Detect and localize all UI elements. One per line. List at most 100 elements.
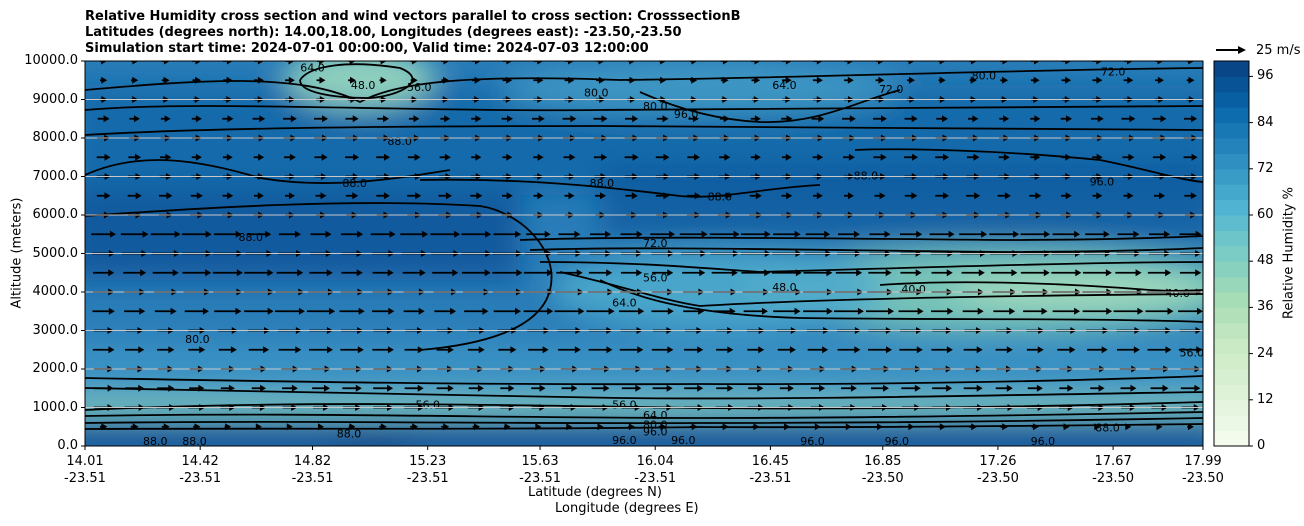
colorbar-tick-label: 36 bbox=[1257, 299, 1274, 315]
colorbar-segment bbox=[1214, 168, 1249, 185]
wind-vector bbox=[1145, 307, 1174, 315]
wind-vector bbox=[461, 269, 491, 277]
wind-vector bbox=[596, 61, 605, 65]
colorbar-segment bbox=[1214, 399, 1249, 416]
wind-vector bbox=[471, 115, 482, 123]
contour-label: 88.0 bbox=[590, 177, 615, 190]
wind-vector bbox=[781, 61, 792, 65]
wind-vector bbox=[1147, 346, 1172, 354]
wind-vector bbox=[999, 115, 1010, 123]
wind-vector bbox=[624, 153, 639, 161]
wind-vector bbox=[625, 192, 638, 200]
x-ticks bbox=[84, 446, 1204, 450]
contour-line bbox=[85, 375, 1203, 386]
colorbar-segment bbox=[1214, 245, 1249, 262]
wind-vector bbox=[348, 76, 357, 84]
colorbar-segment bbox=[1214, 322, 1249, 339]
wind-vector bbox=[278, 346, 302, 354]
y-tick-label: 0.0 bbox=[57, 438, 78, 453]
wind-vector bbox=[811, 115, 825, 123]
wind-vector bbox=[843, 153, 855, 161]
wind-vector bbox=[1061, 192, 1072, 200]
field-upper-dry bbox=[285, 61, 435, 108]
wind-vector bbox=[741, 269, 771, 277]
field-near-surface-dry bbox=[85, 395, 1203, 417]
wind-vector bbox=[523, 269, 553, 277]
wind-vector bbox=[255, 423, 262, 431]
wind-vector bbox=[372, 346, 394, 354]
wind-vector bbox=[684, 346, 704, 354]
wind-vector bbox=[310, 230, 332, 238]
wind-vector bbox=[276, 269, 304, 277]
wind-vector bbox=[193, 423, 201, 431]
contour-label: 72.0 bbox=[643, 237, 668, 250]
colorbar bbox=[1214, 61, 1249, 447]
wind-vector bbox=[407, 153, 421, 161]
wind-vector bbox=[1000, 423, 1009, 431]
wind-vector bbox=[1052, 307, 1081, 315]
wind-vector bbox=[998, 153, 1010, 161]
wind-vector bbox=[1152, 115, 1167, 123]
wind-vector bbox=[961, 269, 985, 277]
wind-vector bbox=[124, 307, 146, 315]
wind-vector bbox=[345, 153, 360, 161]
wind-vector bbox=[558, 346, 581, 354]
contour-line bbox=[85, 387, 1203, 400]
wind-vector bbox=[749, 192, 762, 200]
wind-vector bbox=[588, 346, 613, 354]
wind-vector bbox=[969, 61, 977, 65]
colorbar-ticks bbox=[1249, 75, 1253, 447]
wind-vector bbox=[679, 230, 708, 238]
wind-vector bbox=[619, 307, 645, 315]
wind-vector bbox=[1186, 61, 1195, 65]
wind-vector bbox=[96, 192, 111, 200]
wind-vector bbox=[500, 384, 515, 392]
wind-vector bbox=[1117, 230, 1140, 238]
x-axis-label-latitude: Latitude (degrees N) bbox=[528, 485, 662, 500]
wind-vector bbox=[812, 76, 823, 84]
wind-vector bbox=[1082, 269, 1112, 277]
contour-label: 56.0 bbox=[407, 81, 432, 94]
contour-line bbox=[559, 271, 1203, 307]
wind-vector bbox=[1120, 384, 1137, 392]
wind-vector bbox=[93, 384, 114, 392]
wind-vector bbox=[436, 384, 454, 392]
wind-vector bbox=[224, 423, 232, 431]
y-tick-label: 1000.0 bbox=[32, 399, 79, 415]
contour-label: 88.0 bbox=[342, 177, 367, 190]
wind-vector bbox=[689, 423, 698, 431]
wind-vector bbox=[528, 346, 549, 354]
wind-vector bbox=[1082, 307, 1113, 315]
contour-line bbox=[639, 89, 901, 123]
contour-label: 88.0 bbox=[238, 231, 263, 244]
wind-vector bbox=[1092, 153, 1103, 161]
wind-vector bbox=[157, 384, 175, 392]
wind-vector bbox=[379, 61, 387, 65]
wind-vector bbox=[432, 269, 459, 277]
wind-vector bbox=[309, 269, 333, 277]
wind-vector bbox=[628, 423, 635, 431]
wind-vector bbox=[709, 230, 740, 238]
wind-vector bbox=[904, 153, 919, 161]
contour-label: 96.0 bbox=[800, 435, 825, 448]
wind-vector bbox=[1179, 230, 1202, 238]
wind-vector bbox=[502, 76, 513, 84]
wind-vector bbox=[803, 307, 833, 315]
wind-vector bbox=[1121, 115, 1136, 123]
wind-vector bbox=[150, 230, 181, 238]
contour-label: 88.0 bbox=[143, 435, 168, 448]
wind-vector bbox=[131, 76, 139, 84]
colorbar-segment bbox=[1214, 338, 1249, 355]
colorbar-tick-label: 12 bbox=[1257, 391, 1274, 407]
wind-vector bbox=[467, 346, 485, 354]
wind-vector bbox=[590, 230, 612, 238]
colorbar-segment bbox=[1214, 415, 1249, 432]
wind-vector bbox=[842, 115, 856, 123]
wind-vector bbox=[743, 307, 768, 315]
chart-title-line-1: Relative Humidity cross section and wind… bbox=[85, 9, 741, 24]
wind-vector bbox=[468, 384, 484, 392]
colorbar-segment bbox=[1214, 122, 1249, 139]
wind-vector bbox=[1030, 76, 1040, 84]
wind-vector bbox=[1123, 76, 1134, 84]
wind-vector bbox=[805, 230, 831, 238]
